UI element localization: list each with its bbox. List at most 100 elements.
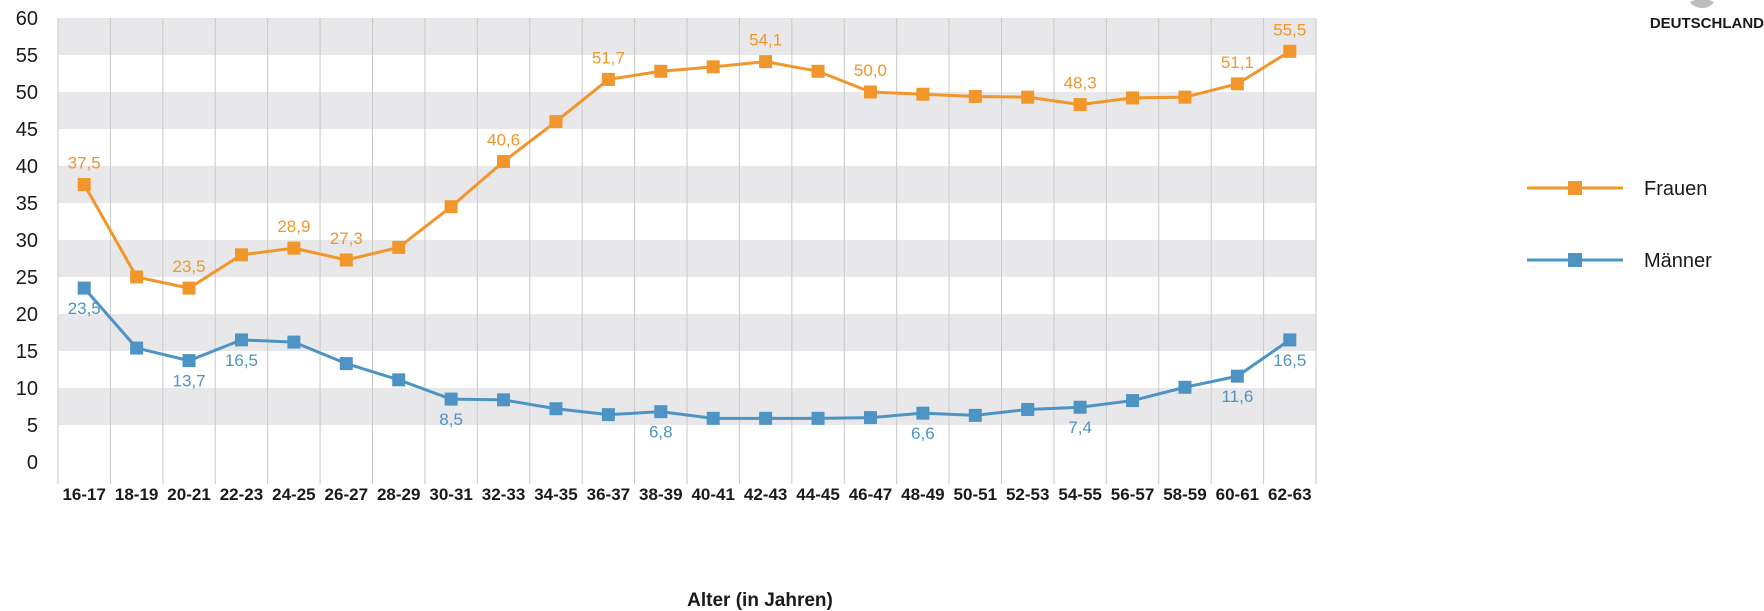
brand-text: DEUTSCHLAND — [1650, 15, 1764, 32]
x-tick-label: 60-61 — [1216, 485, 1259, 504]
data-point — [130, 341, 144, 355]
y-tick-label: 55 — [16, 45, 38, 67]
data-point — [339, 253, 353, 267]
data-label: 23,5 — [68, 299, 101, 318]
y-tick-label: 50 — [16, 82, 38, 104]
data-point — [444, 200, 458, 214]
data-point — [234, 248, 248, 262]
x-tick-label: 38-39 — [639, 485, 682, 504]
data-point — [392, 240, 406, 254]
data-point — [182, 281, 196, 295]
data-label: 8,5 — [439, 410, 463, 429]
x-tick-label: 26-27 — [325, 485, 368, 504]
x-tick-label: 54-55 — [1058, 485, 1101, 504]
data-label: 23,5 — [172, 257, 205, 276]
x-tick-label: 44-45 — [796, 485, 839, 504]
y-tick-label: 40 — [16, 156, 38, 178]
data-point — [706, 60, 720, 74]
x-tick-label: 58-59 — [1163, 485, 1206, 504]
data-point — [549, 115, 563, 129]
data-point — [1126, 91, 1140, 105]
data-point — [339, 357, 353, 371]
legend-label: Männer — [1644, 250, 1712, 272]
data-point — [601, 72, 615, 86]
data-label: 16,5 — [1273, 351, 1306, 370]
series-frauen: 37,5 23,5 28,9 27,3 40,6 51,7 54,1 50,0 48,3 51,1… — [68, 20, 1306, 295]
data-label: 7,4 — [1068, 418, 1092, 437]
data-point — [1283, 44, 1297, 58]
x-tick-label: 20-21 — [167, 485, 210, 504]
y-axis: 0 5 10 15 20 25 30 35 40 45 50 55 60 — [16, 8, 38, 474]
y-tick-label: 10 — [16, 378, 38, 400]
data-label: 16,5 — [225, 351, 258, 370]
x-tick-label: 28-29 — [377, 485, 420, 504]
x-tick-label: 18-19 — [115, 485, 158, 504]
data-point — [706, 411, 720, 425]
x-axis-label: Alter (in Jahren) — [687, 590, 833, 611]
series-maenner: 23,5 13,7 16,5 8,5 6,8 6,6 7,4 11,6 16,5 — [68, 281, 1306, 443]
data-point — [444, 392, 458, 406]
brand-logo: DEUTSCHLAND — [1650, 0, 1764, 32]
data-point — [497, 155, 511, 169]
data-label: 27,3 — [330, 229, 363, 248]
data-point — [392, 373, 406, 387]
data-point — [549, 402, 563, 416]
x-tick-label: 48-49 — [901, 485, 944, 504]
legend-marker — [1568, 253, 1582, 267]
data-label: 51,7 — [592, 48, 625, 67]
data-point — [1178, 90, 1192, 104]
x-tick-label: 30-31 — [429, 485, 472, 504]
data-label: 55,5 — [1273, 20, 1306, 39]
data-point — [1283, 333, 1297, 347]
data-label: 11,6 — [1221, 387, 1253, 406]
data-point — [968, 89, 982, 103]
x-tick-label: 36-37 — [587, 485, 630, 504]
data-label: 13,7 — [172, 372, 205, 391]
vertical-gridlines — [57, 18, 1317, 484]
x-tick-label: 16-17 — [62, 485, 105, 504]
data-point — [654, 64, 668, 78]
data-point — [77, 281, 91, 295]
data-point — [1021, 90, 1035, 104]
data-label: 48,3 — [1064, 74, 1097, 93]
x-tick-label: 34-35 — [534, 485, 577, 504]
y-tick-label: 25 — [16, 267, 38, 289]
y-tick-label: 30 — [16, 230, 38, 252]
x-tick-label: 32-33 — [482, 485, 525, 504]
data-point — [1021, 402, 1035, 416]
series-line — [83, 287, 1291, 420]
data-point — [759, 411, 773, 425]
x-tick-label: 40-41 — [691, 485, 734, 504]
x-tick-label: 42-43 — [744, 485, 787, 504]
x-tick-label: 62-63 — [1268, 485, 1311, 504]
data-point — [1230, 77, 1244, 91]
data-label: 54,1 — [749, 31, 782, 50]
y-tick-label: 60 — [16, 8, 38, 30]
data-point — [811, 411, 825, 425]
x-tick-label: 50-51 — [954, 485, 997, 504]
data-point — [130, 270, 144, 284]
data-label: 40,6 — [487, 131, 520, 150]
eagle-icon — [1690, 0, 1714, 8]
data-point — [1073, 400, 1087, 414]
data-point — [916, 406, 930, 420]
data-point — [497, 393, 511, 407]
y-tick-label: 45 — [16, 119, 38, 141]
data-point — [1126, 394, 1140, 408]
y-tick-label: 15 — [16, 341, 38, 363]
data-point — [811, 64, 825, 78]
y-tick-label: 20 — [16, 304, 38, 326]
data-point — [916, 87, 930, 101]
data-point — [968, 408, 982, 422]
data-point — [182, 354, 196, 368]
data-point — [287, 335, 301, 349]
data-point — [1178, 380, 1192, 394]
x-tick-label: 46-47 — [849, 485, 892, 504]
x-tick-label: 52-53 — [1006, 485, 1049, 504]
data-point — [77, 178, 91, 191]
x-axis: 16-17 18-19 20-21 22-23 24-25 26-27 28-29 30-31… — [62, 485, 1311, 504]
data-point — [1073, 98, 1087, 112]
y-tick-label: 5 — [27, 415, 38, 437]
data-point — [863, 85, 877, 99]
y-tick-label: 0 — [27, 452, 38, 474]
